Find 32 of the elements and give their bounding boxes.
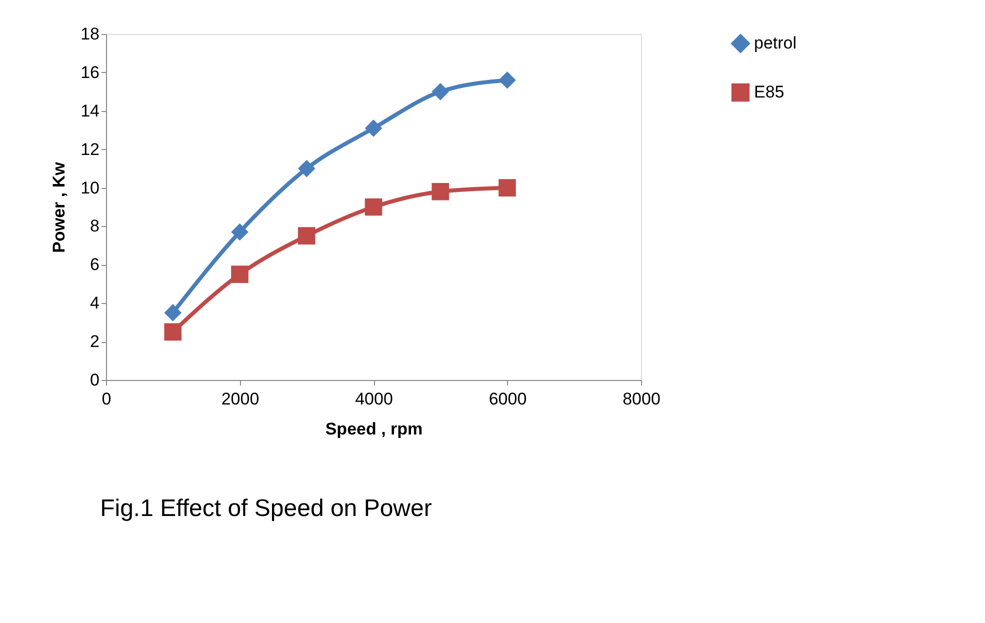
x-tick-label: 4000	[355, 390, 393, 408]
point	[231, 223, 248, 241]
point	[364, 120, 382, 137]
y-tick-label: 14	[80, 101, 100, 120]
legend-label: E85	[754, 82, 784, 102]
point	[298, 160, 316, 178]
x-tick-label: 8000	[622, 390, 660, 408]
y-tick-label: 0	[90, 370, 100, 390]
y-tick-label: 12	[80, 140, 100, 159]
text: Fig.1 Effect of Speed on Power	[100, 495, 432, 522]
y-tick-label: 8	[90, 216, 100, 236]
y-tick-label: 18	[80, 24, 100, 44]
x-tick-label: 2000	[221, 390, 260, 408]
point	[364, 198, 382, 216]
x-axis-title: Speed , rpm	[325, 420, 423, 438]
point	[298, 227, 316, 244]
point	[498, 179, 516, 196]
point	[432, 182, 450, 200]
point	[498, 71, 516, 89]
y-tick-label: 4	[90, 294, 100, 313]
y-tick-label: 2	[90, 332, 100, 352]
y-axis-title: Power , Kw	[50, 161, 69, 253]
y-tick-label: 6	[90, 255, 100, 274]
legend-label: petrol	[754, 34, 797, 52]
y-tick-label: 16	[80, 62, 100, 82]
point	[164, 323, 182, 341]
x-tick-label: 6000	[488, 390, 527, 408]
point	[231, 266, 248, 283]
point	[432, 83, 450, 100]
point	[164, 304, 182, 322]
x-tick-label: 0	[102, 390, 112, 408]
y-tick-label: 10	[80, 178, 100, 198]
